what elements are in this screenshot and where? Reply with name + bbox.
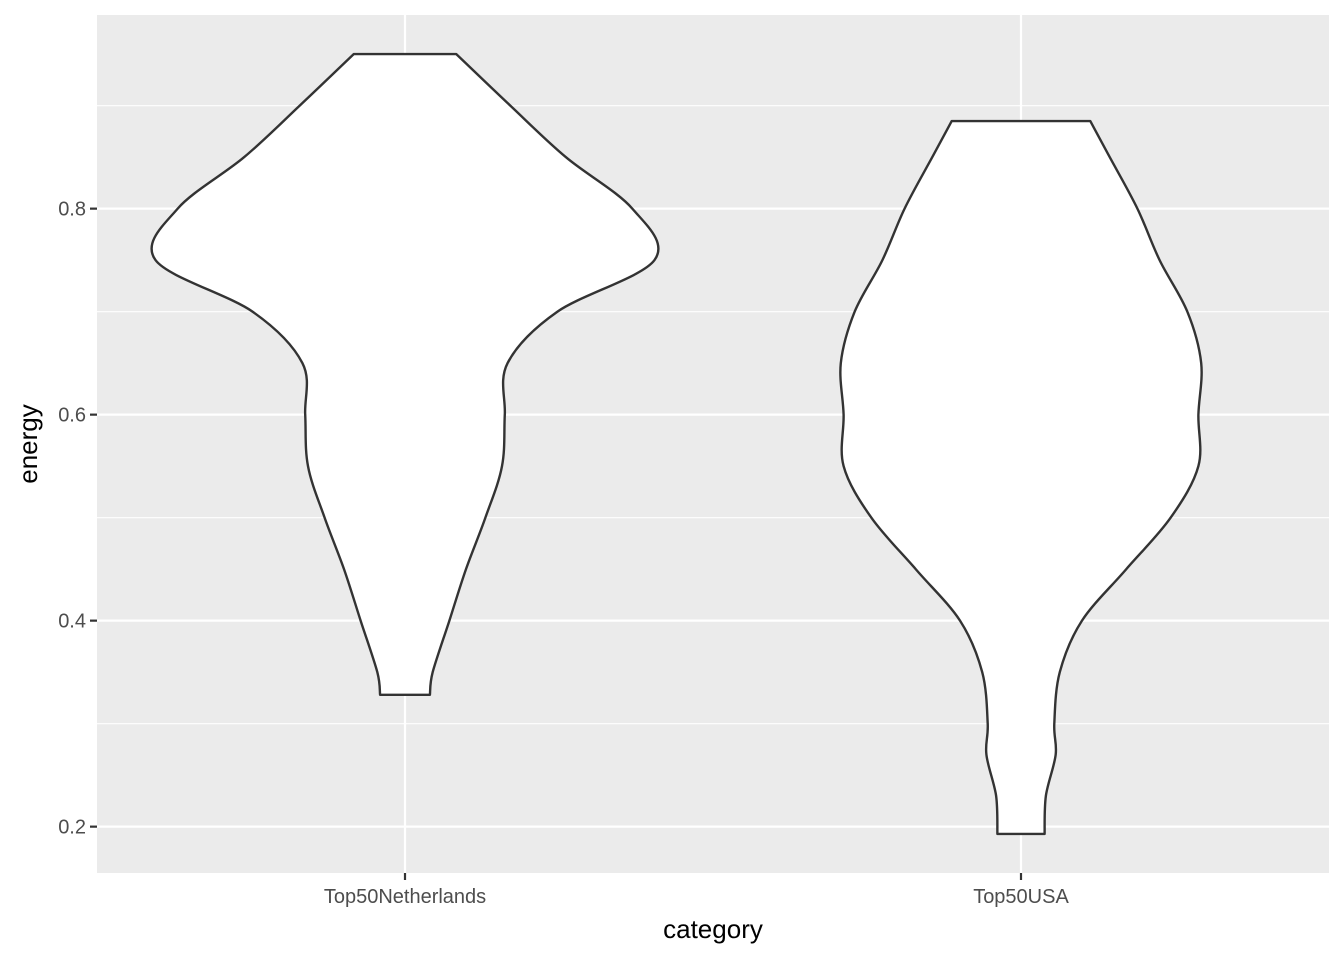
y-tick-label: 0.6 <box>58 405 86 427</box>
y-tick-label: 0.2 <box>58 817 86 839</box>
y-axis-title: energy <box>13 404 43 484</box>
x-axis-title: category <box>663 914 763 944</box>
violins <box>150 52 1203 836</box>
violin-top50netherlands <box>150 52 660 696</box>
x-tick-label: Top50Netherlands <box>324 886 486 908</box>
y-tick-labels: 0.2 0.4 0.6 0.8 <box>58 199 86 839</box>
y-tick-label: 0.4 <box>58 611 86 633</box>
violin-top50usa <box>839 119 1203 836</box>
x-tick-label: Top50USA <box>973 886 1069 908</box>
axis-ticks <box>90 207 1023 880</box>
x-tick-labels: Top50Netherlands Top50USA <box>324 886 1070 908</box>
y-tick-label: 0.8 <box>58 199 86 221</box>
